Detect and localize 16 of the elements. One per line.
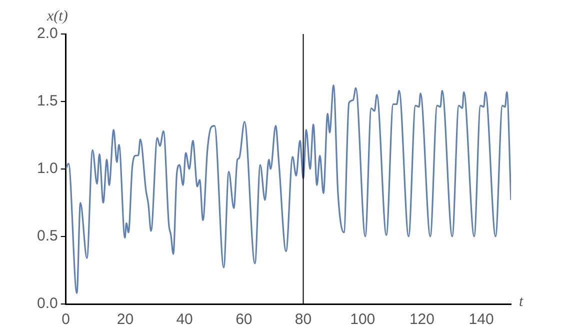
y-tick-label: 1.0 <box>36 160 58 178</box>
x-tick-label: 100 <box>350 311 376 328</box>
x-tick-label: 120 <box>409 311 434 328</box>
x-tick-label: 140 <box>468 311 494 328</box>
x-tick-label: 60 <box>236 311 252 328</box>
x-tick-label: 0 <box>62 311 70 328</box>
y-tick-label: 0.0 <box>36 295 58 312</box>
x-tick-label: 40 <box>176 311 193 328</box>
x-axis-title: t <box>519 294 524 310</box>
y-tick-label: 1.5 <box>36 92 58 110</box>
y-axis-title: x(t) <box>46 8 68 24</box>
x-tick-label: 80 <box>294 311 312 328</box>
y-tick-label: 2.0 <box>36 25 58 42</box>
line-series <box>66 84 511 294</box>
y-tick-label: 0.5 <box>36 228 58 245</box>
x-tick-label: 20 <box>116 311 134 328</box>
